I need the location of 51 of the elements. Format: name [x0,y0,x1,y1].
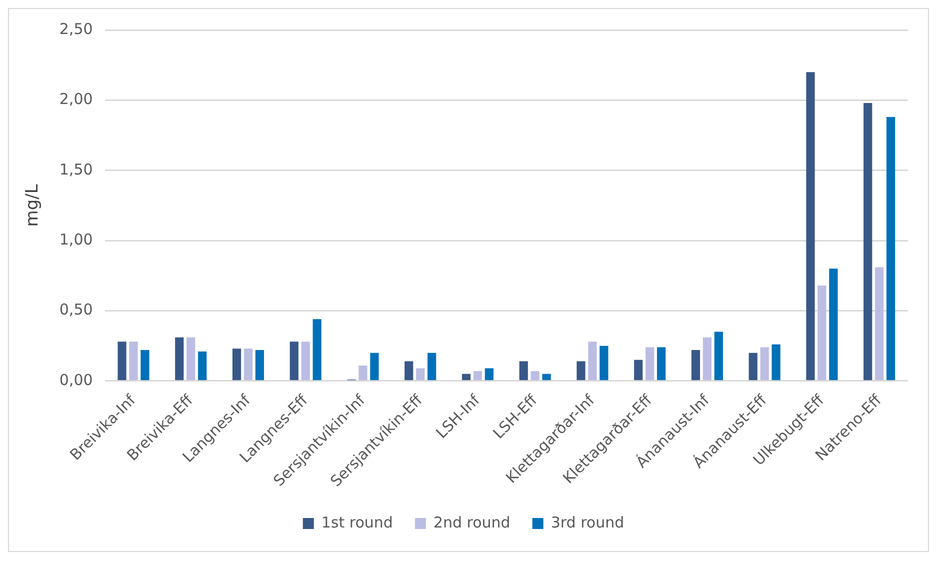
bar [301,342,310,380]
bar [760,347,769,380]
bar [600,346,608,380]
bar [519,361,528,380]
legend-label: 1st round [321,513,393,532]
bar [484,368,494,380]
bar [886,117,896,380]
y-axis-title: mg/L [22,184,43,227]
bar [140,350,150,380]
bar [118,342,126,380]
bar [244,348,253,380]
bar [186,337,196,380]
bar [864,102,872,380]
bar [255,350,264,380]
bar [634,360,643,380]
bar [588,342,597,380]
bar [806,72,815,380]
bar [748,352,758,380]
bar [404,361,414,380]
bar [232,348,242,380]
bar [370,352,379,380]
y-tick-label: 2,00 [59,90,93,108]
y-tick-label: 2,50 [59,20,93,38]
bar [428,352,436,380]
legend-label: 3rd round [550,513,624,532]
bar [312,319,322,380]
y-tick-label: 1,00 [59,230,93,248]
bar [714,332,723,380]
bar [416,368,425,380]
bar [542,374,551,380]
bar [646,347,654,380]
y-tick-label: 0,50 [59,300,93,319]
bar [818,285,826,380]
bar [462,374,471,380]
bar [358,365,368,380]
bar [657,347,666,380]
y-tick-label: 0,00 [59,370,93,389]
bar [129,342,138,380]
bar [875,267,884,380]
bar [175,337,184,380]
bar [473,371,482,380]
y-tick-label: 1,50 [59,160,93,178]
bar [576,361,586,380]
legend-label: 2nd round [433,513,510,532]
bar [702,337,712,380]
bar [198,351,207,380]
bar [829,268,838,380]
bar [530,371,540,380]
bar [772,344,780,380]
bar [290,342,298,380]
bar [691,350,700,380]
